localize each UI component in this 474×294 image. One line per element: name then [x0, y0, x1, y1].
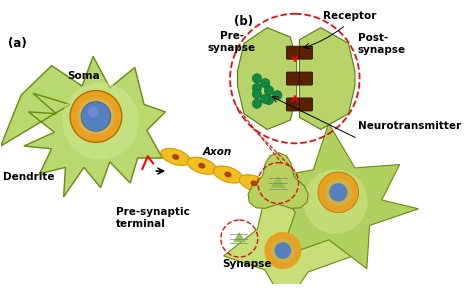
Polygon shape	[300, 28, 355, 129]
FancyBboxPatch shape	[300, 98, 312, 111]
Circle shape	[70, 91, 122, 142]
Text: Neurotransmitter: Neurotransmitter	[358, 121, 461, 131]
Circle shape	[264, 86, 273, 95]
Ellipse shape	[250, 181, 258, 186]
Text: Dendrite: Dendrite	[2, 172, 54, 182]
Circle shape	[252, 74, 262, 83]
Circle shape	[329, 183, 347, 202]
Ellipse shape	[172, 154, 179, 160]
Circle shape	[77, 98, 114, 135]
Text: (b): (b)	[234, 15, 253, 28]
FancyBboxPatch shape	[286, 98, 300, 111]
Circle shape	[271, 238, 295, 263]
Text: Synapse: Synapse	[223, 259, 272, 269]
Circle shape	[261, 94, 270, 103]
Circle shape	[264, 95, 273, 105]
Ellipse shape	[239, 175, 269, 192]
Text: Receptor: Receptor	[323, 11, 376, 21]
FancyBboxPatch shape	[300, 72, 312, 85]
Circle shape	[252, 89, 262, 99]
Circle shape	[324, 178, 352, 206]
Text: (a): (a)	[8, 37, 27, 50]
Ellipse shape	[198, 163, 205, 168]
Text: Post-
synapse: Post- synapse	[358, 33, 406, 55]
Text: Soma: Soma	[68, 71, 100, 81]
Polygon shape	[0, 56, 165, 197]
Circle shape	[261, 78, 270, 88]
Polygon shape	[233, 232, 246, 242]
Circle shape	[264, 232, 301, 269]
FancyBboxPatch shape	[286, 46, 300, 59]
Circle shape	[81, 102, 111, 131]
Polygon shape	[224, 191, 351, 294]
Polygon shape	[270, 123, 419, 269]
Circle shape	[318, 172, 359, 213]
Text: Pre-synaptic
terminal: Pre-synaptic terminal	[116, 207, 190, 228]
FancyBboxPatch shape	[286, 72, 300, 85]
Ellipse shape	[161, 148, 190, 166]
Polygon shape	[303, 170, 368, 233]
Circle shape	[273, 91, 282, 100]
Circle shape	[252, 99, 262, 108]
Circle shape	[252, 83, 262, 93]
FancyBboxPatch shape	[300, 46, 312, 59]
Circle shape	[88, 106, 99, 117]
Polygon shape	[237, 28, 297, 129]
Ellipse shape	[213, 166, 243, 183]
Ellipse shape	[224, 172, 231, 177]
Circle shape	[274, 242, 291, 259]
Polygon shape	[248, 153, 308, 208]
Text: Axon: Axon	[202, 147, 232, 157]
Text: Pre-
synapse: Pre- synapse	[208, 31, 256, 53]
Polygon shape	[62, 83, 139, 159]
Ellipse shape	[187, 157, 217, 174]
Polygon shape	[271, 176, 285, 188]
